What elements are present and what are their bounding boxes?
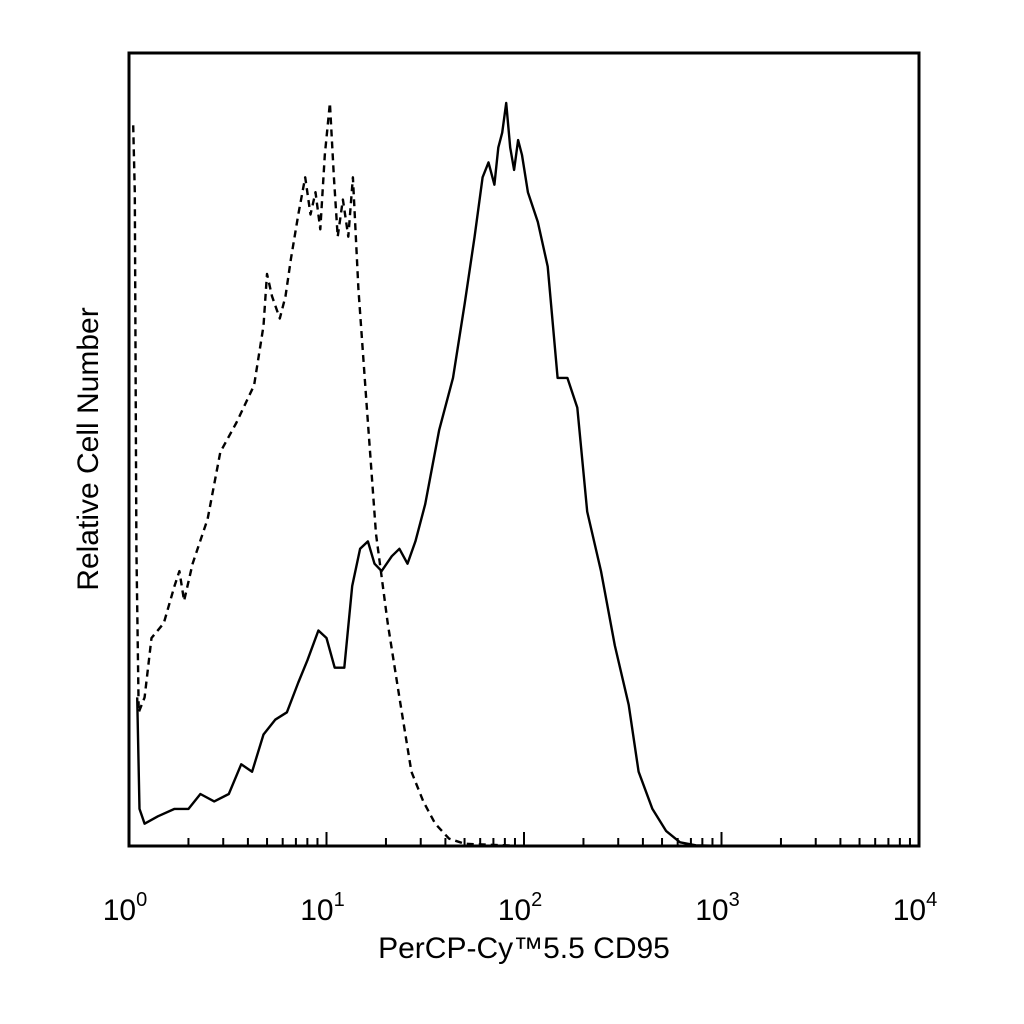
series-layer	[132, 101, 919, 848]
x-tick-label: 102	[498, 889, 543, 927]
x-tick-label-exponent: 1	[334, 889, 345, 911]
x-tick-labels: 100 101 102 103 104	[103, 889, 938, 927]
x-tick-label-base: 10	[103, 894, 136, 927]
x-tick-label-base: 10	[498, 894, 531, 927]
x-tick-label: 103	[695, 889, 740, 927]
x-tick-label: 104	[893, 889, 938, 927]
solid-series-line	[136, 101, 919, 848]
x-tick-label: 100	[103, 889, 148, 927]
x-ticks	[128, 832, 920, 846]
x-tick-label-base: 10	[300, 894, 333, 927]
x-axis-title: PerCP-Cy™5.5 CD95	[378, 932, 670, 965]
x-tick-label-exponent: 4	[926, 889, 937, 911]
x-tick-label-exponent: 0	[136, 889, 147, 911]
x-tick-label: 101	[300, 889, 345, 927]
dashed-series-line	[132, 101, 919, 848]
x-tick-label-exponent: 2	[531, 889, 542, 911]
y-axis-title: Relative Cell Number	[72, 307, 105, 590]
x-tick-label-exponent: 3	[729, 889, 740, 911]
x-tick-label-base: 10	[695, 894, 728, 927]
x-tick-label-base: 10	[893, 894, 926, 927]
